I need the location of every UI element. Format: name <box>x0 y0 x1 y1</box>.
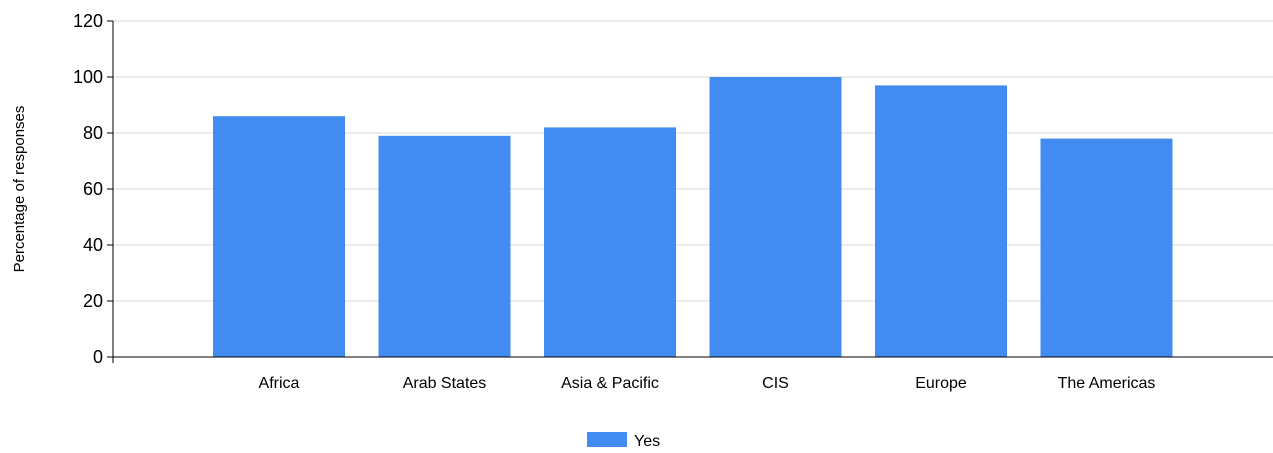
bar-europe <box>875 85 1007 358</box>
bar-asia-pacific <box>544 127 676 358</box>
y-tick-label: 100 <box>73 67 103 87</box>
bars <box>213 77 1173 358</box>
x-tick-label: Africa <box>259 375 300 392</box>
y-axis-title: Percentage of responses <box>11 106 28 273</box>
legend: Yes <box>587 432 660 450</box>
y-tick-label: 0 <box>93 347 103 367</box>
bar-africa <box>213 116 345 357</box>
bar-cis <box>709 77 842 357</box>
x-tick-label: Arab States <box>403 375 487 392</box>
y-tick-label: 40 <box>83 235 103 255</box>
x-tick-label: Europe <box>915 375 967 392</box>
bar-the-americas <box>1040 138 1173 357</box>
y-axis-ticks: 0 20 40 60 80 100 120 <box>73 11 113 367</box>
y-tick-label: 80 <box>83 123 103 143</box>
x-tick-label: Asia & Pacific <box>561 375 659 392</box>
x-tick-label: The Americas <box>1058 375 1156 392</box>
y-tick-label: 60 <box>83 179 103 199</box>
legend-label: Yes <box>634 433 660 450</box>
x-tick-label: CIS <box>762 375 789 392</box>
bar-arab-states <box>378 135 511 357</box>
y-tick-label: 20 <box>83 291 103 311</box>
legend-swatch <box>587 432 627 447</box>
x-axis-labels: Africa Arab States Asia & Pacific CIS Europe… <box>259 375 1156 392</box>
y-tick-label: 120 <box>73 11 103 31</box>
